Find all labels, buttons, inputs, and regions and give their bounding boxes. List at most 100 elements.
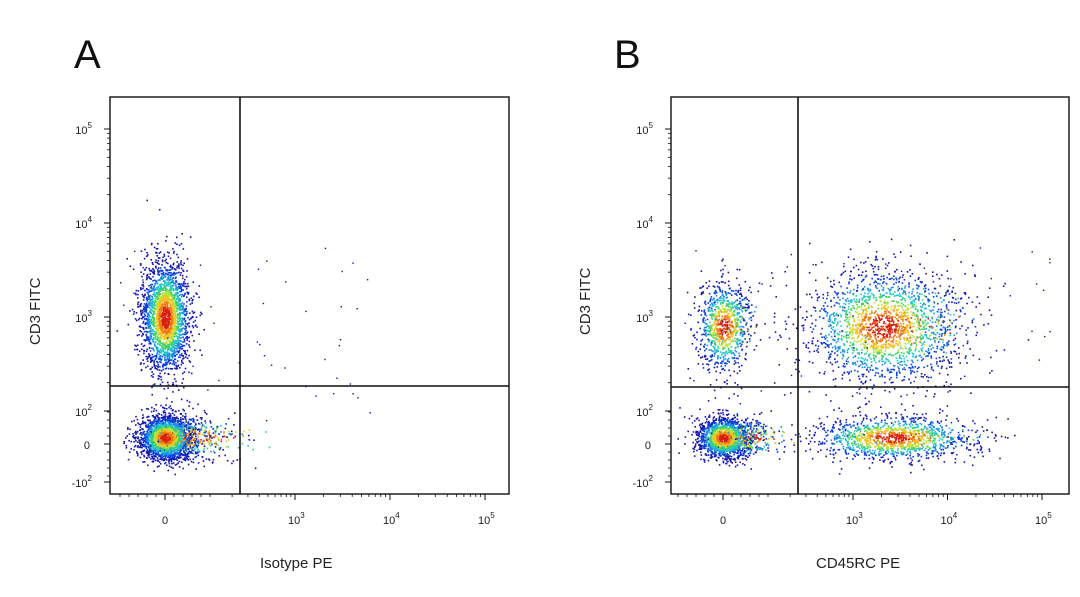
event-dot xyxy=(174,313,177,315)
event-dot xyxy=(180,461,183,463)
event-dot xyxy=(150,453,152,456)
event-dot xyxy=(162,453,164,455)
event-dot xyxy=(167,318,170,320)
event-dot xyxy=(176,322,179,324)
event-dot xyxy=(172,330,175,333)
event-dot xyxy=(164,267,166,269)
event-dot xyxy=(173,364,176,366)
event-dot xyxy=(188,325,191,328)
event-dot xyxy=(178,438,180,441)
event-dot xyxy=(164,331,167,334)
event-dot xyxy=(194,451,197,454)
event-dot xyxy=(165,258,167,261)
event-dot xyxy=(154,328,157,330)
event-dot xyxy=(144,310,147,312)
event-dot xyxy=(156,300,159,303)
event-dot xyxy=(162,313,165,316)
event-dot xyxy=(166,444,169,447)
event-dot xyxy=(153,319,156,321)
event-dot xyxy=(183,338,185,340)
event-dot xyxy=(149,301,151,304)
event-dot xyxy=(333,393,335,395)
event-dot xyxy=(152,461,155,463)
event-dot xyxy=(141,432,144,435)
event-dot xyxy=(155,438,158,441)
event-dot xyxy=(187,441,189,444)
event-dot xyxy=(180,325,182,328)
event-dot xyxy=(171,280,174,283)
event-dot xyxy=(127,428,129,430)
event-dot xyxy=(176,327,179,330)
event-dot xyxy=(179,309,181,312)
event-dot xyxy=(181,312,184,315)
event-dot xyxy=(149,304,152,307)
event-dot xyxy=(187,421,190,423)
event-dot xyxy=(152,263,154,266)
event-dot xyxy=(176,442,178,445)
event-dot xyxy=(201,426,203,428)
x-tick-label: 0 xyxy=(162,515,168,527)
event-dot xyxy=(146,457,148,459)
event-dot xyxy=(180,429,183,431)
event-dot xyxy=(188,312,191,314)
event-dot xyxy=(173,454,175,457)
event-dot xyxy=(147,437,149,439)
event-dot xyxy=(137,436,139,438)
event-dot xyxy=(176,236,178,239)
event-dot xyxy=(175,446,177,449)
event-dot xyxy=(161,275,163,277)
event-dot xyxy=(192,417,194,420)
event-dot xyxy=(214,434,216,436)
event-dot xyxy=(160,299,163,302)
event-dot xyxy=(153,361,155,363)
event-dot xyxy=(177,330,180,332)
event-dot xyxy=(141,409,143,411)
event-dot xyxy=(140,369,143,372)
event-dot xyxy=(160,458,162,460)
event-dot xyxy=(192,446,194,449)
event-dot xyxy=(177,364,180,367)
event-dot xyxy=(172,430,174,432)
event-dot xyxy=(168,445,171,448)
event-dot xyxy=(159,432,161,434)
event-dot xyxy=(153,313,155,315)
event-dot xyxy=(151,307,154,309)
event-dot xyxy=(198,333,200,335)
event-dot xyxy=(135,319,138,322)
event-dot xyxy=(151,359,154,361)
event-dot xyxy=(171,337,173,339)
event-dot xyxy=(147,338,150,341)
event-dot xyxy=(177,337,179,339)
event-dot xyxy=(158,274,160,276)
event-dot xyxy=(185,326,187,328)
event-dot xyxy=(143,344,146,347)
event-dot xyxy=(171,450,174,453)
event-dot xyxy=(162,406,164,409)
event-dot xyxy=(171,279,174,282)
event-dot xyxy=(183,457,186,459)
event-dot xyxy=(170,354,173,356)
event-dot xyxy=(181,442,184,445)
event-dot xyxy=(173,351,175,353)
event-dot xyxy=(147,423,150,426)
event-dot xyxy=(145,304,147,307)
event-dot xyxy=(146,299,149,302)
event-dot xyxy=(178,337,181,339)
event-dot xyxy=(352,393,354,395)
event-dot xyxy=(153,455,156,458)
event-dot xyxy=(175,284,177,286)
event-dot xyxy=(181,293,184,296)
event-dot xyxy=(163,306,165,309)
event-dot xyxy=(230,430,233,433)
event-dot xyxy=(150,319,152,322)
event-dot xyxy=(158,454,161,456)
event-dot xyxy=(140,311,142,313)
event-dot xyxy=(183,386,185,389)
event-dot xyxy=(167,419,169,421)
event-dot xyxy=(176,449,179,451)
event-dot xyxy=(164,418,167,420)
event-dot xyxy=(177,285,180,288)
event-dot xyxy=(203,329,205,331)
event-dot xyxy=(161,320,164,322)
event-dot xyxy=(181,301,184,304)
